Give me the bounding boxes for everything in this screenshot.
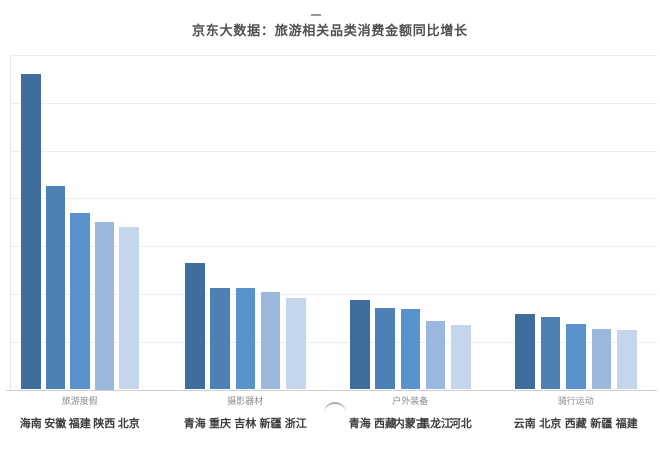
category-label-吉林: 吉林	[234, 418, 257, 430]
x-axis-line	[6, 389, 657, 391]
gridline-7	[10, 55, 657, 56]
category-label-西藏: 西藏	[564, 418, 587, 430]
category-label-内蒙古: 内蒙古	[393, 418, 427, 430]
bar-摄影器材-青海	[185, 263, 205, 390]
category-label-海南: 海南	[19, 418, 42, 430]
bar-旅游度假-海南	[21, 74, 41, 390]
category-label-陕西: 陕西	[93, 418, 116, 430]
bar-户外装备-河北	[451, 324, 471, 390]
y-axis-line	[10, 55, 11, 390]
category-label-黑龙江: 黑龙江	[419, 418, 452, 430]
arc-decoration	[324, 402, 346, 413]
bar-摄影器材-新疆	[260, 291, 281, 390]
gridline-6	[10, 102, 657, 104]
bar-骑行运动-云南	[515, 313, 535, 390]
category-label-西藏: 西藏	[374, 418, 396, 430]
bar-户外装备-青海	[350, 300, 370, 390]
bar-骑行运动-新疆	[591, 329, 611, 390]
bar-户外装备-内蒙古	[400, 309, 420, 390]
gridline-4	[10, 198, 657, 200]
gridline-5	[10, 150, 657, 152]
legend-dash-mark	[311, 14, 321, 16]
category-label-浙江: 浙江	[284, 418, 307, 430]
gridline-2	[10, 293, 657, 295]
group-label-旅游度假: 旅游度假	[61, 396, 98, 406]
category-label-青海: 青海	[348, 418, 371, 430]
bar-旅游度假-陕西	[94, 222, 114, 390]
bar-旅游度假-北京	[119, 227, 139, 390]
category-label-福建: 福建	[615, 418, 638, 430]
group-label-骑行运动: 骑行运动	[557, 396, 594, 406]
bar-摄影器材-重庆	[210, 288, 230, 390]
group-label-摄影器材: 摄影器材	[227, 396, 264, 406]
category-label-北京: 北京	[539, 418, 562, 430]
bar-户外装备-黑龙江	[425, 321, 446, 390]
category-label-河北: 河北	[449, 418, 472, 430]
bar-摄影器材-吉林	[235, 288, 255, 390]
bar-摄影器材-浙江	[286, 298, 306, 390]
bar-骑行运动-北京	[540, 317, 560, 390]
bar-骑行运动-西藏	[566, 323, 586, 390]
category-label-新疆: 新疆	[259, 418, 282, 430]
category-label-福建: 福建	[68, 418, 91, 430]
category-label-重庆: 重庆	[209, 418, 231, 430]
bar-旅游度假-安徽	[45, 186, 65, 390]
category-label-云南: 云南	[513, 418, 536, 430]
gridline-3	[10, 246, 657, 248]
category-label-新疆: 新疆	[590, 418, 613, 430]
bar-户外装备-西藏	[375, 308, 395, 390]
chart-title: 京东大数据：旅游相关品类消费金额同比增长	[191, 23, 468, 38]
group-label-户外装备: 户外装备	[392, 396, 429, 406]
category-label-北京: 北京	[117, 418, 140, 430]
bar-旅游度假-福建	[70, 212, 90, 390]
category-label-青海: 青海	[183, 418, 206, 430]
bar-骑行运动-福建	[617, 330, 637, 390]
gridline-1	[10, 341, 657, 343]
category-label-安徽: 安徽	[44, 418, 67, 430]
